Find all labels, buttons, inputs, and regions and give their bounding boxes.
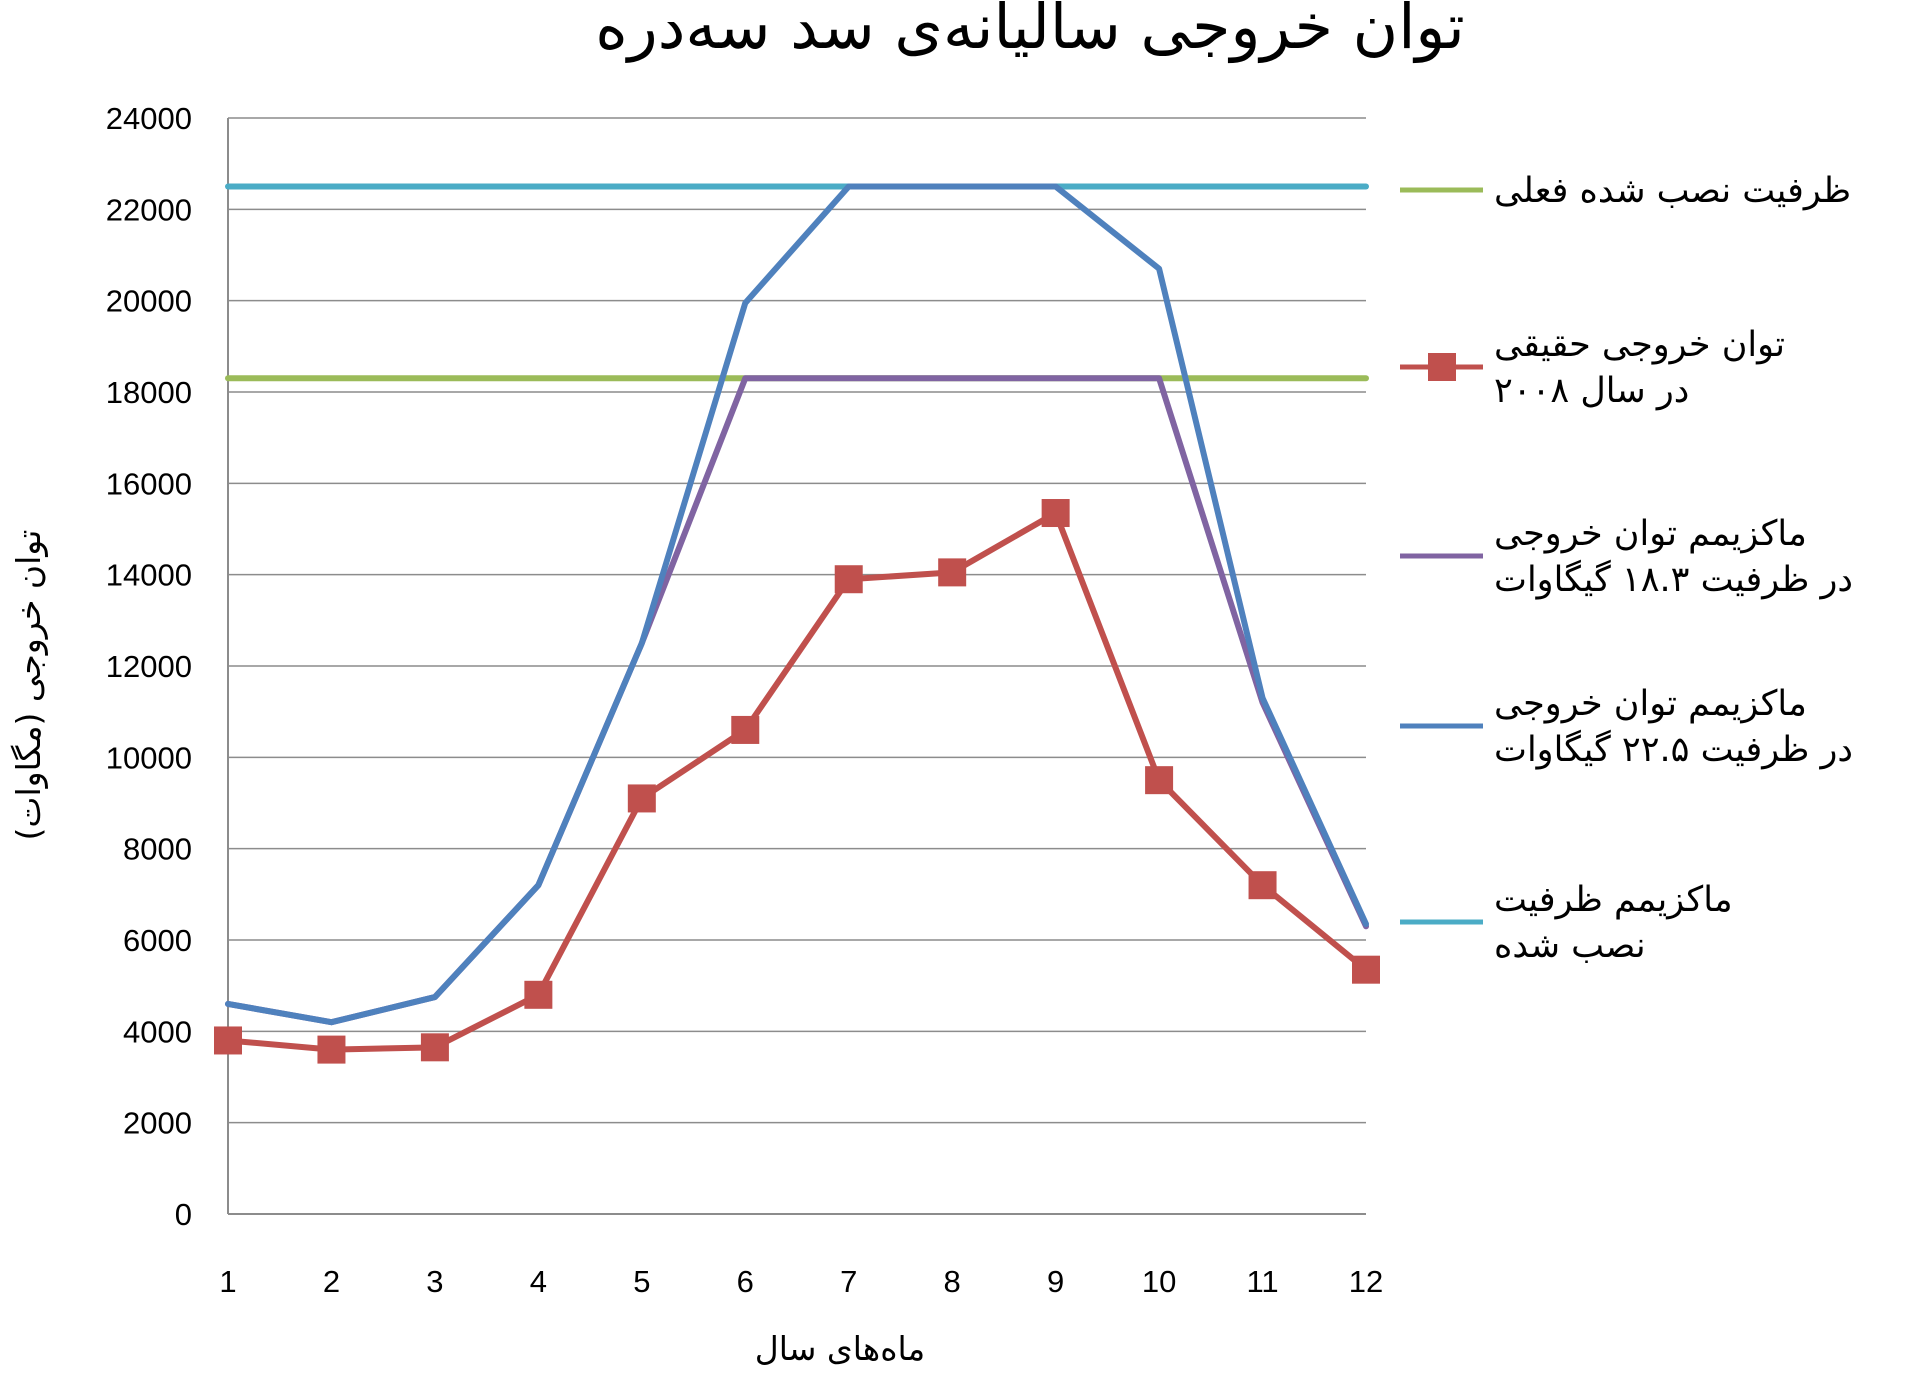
data-point — [317, 1035, 346, 1064]
y-tick-label: 0 — [175, 1197, 192, 1232]
data-point — [1248, 871, 1277, 900]
series-layer — [214, 183, 1380, 1064]
y-tick-label: 10000 — [106, 740, 192, 775]
legend-label: توان خروجی حقیقی — [1494, 325, 1785, 365]
data-point — [938, 558, 967, 587]
y-tick-label: 24000 — [106, 101, 192, 136]
legend-label: در سال ۲۰۰۸ — [1494, 371, 1689, 411]
x-tick-label: 12 — [1349, 1264, 1383, 1299]
x-tick-label: 2 — [323, 1264, 340, 1299]
x-tick-labels: 1 2 3 4 5 6 7 8 9 10 11 12 — [219, 1264, 1383, 1299]
data-point — [1352, 955, 1380, 984]
legend-label: ماکزیمم ظرفیت — [1494, 880, 1733, 920]
legend-label: نصب شده — [1494, 926, 1646, 966]
data-point — [1145, 766, 1174, 795]
x-tick-label: 3 — [426, 1264, 443, 1299]
legend-label: ظرفیت نصب شده فعلی — [1494, 171, 1851, 211]
series-line-3 — [225, 375, 1369, 1026]
legend-item: ماکزیمم توان خروجی در ظرفیت ۱۸.۳ گیگاوات — [1400, 514, 1853, 600]
x-tick-label: 5 — [633, 1264, 650, 1299]
x-tick-label: 1 — [219, 1264, 236, 1299]
legend-label: ماکزیمم توان خروجی — [1494, 514, 1807, 554]
x-tick-label: 4 — [530, 1264, 547, 1299]
y-tick-labels: 0 2000 4000 6000 8000 10000 12000 14000 16000 180… — [106, 101, 192, 1232]
data-point — [420, 1033, 449, 1062]
data-point — [627, 784, 656, 813]
grid-lines — [228, 117, 1366, 1124]
x-axis-title: ماه‌های سال — [755, 1329, 925, 1368]
x-tick-label: 6 — [737, 1264, 754, 1299]
x-tick-label: 10 — [1142, 1264, 1176, 1299]
series-line-4 — [225, 183, 1369, 1026]
data-point — [214, 1026, 242, 1055]
legend-label: در ظرفیت ۱۸.۳ گیگاوات — [1494, 559, 1853, 600]
data-point — [524, 980, 553, 1009]
x-tick-label: 7 — [840, 1264, 857, 1299]
legend: ظرفیت نصب شده فعلی توان خروجی حقیقی در سال… — [1400, 171, 1853, 966]
y-tick-label: 6000 — [123, 923, 192, 958]
legend-label: در ظرفیت ۲۲.۵ گیگاوات — [1494, 729, 1853, 770]
x-tick-label: 11 — [1246, 1264, 1278, 1299]
data-point — [834, 565, 863, 594]
legend-marker — [1428, 353, 1456, 381]
y-tick-label: 4000 — [123, 1014, 192, 1049]
x-tick-label: 8 — [944, 1264, 961, 1299]
y-tick-label: 8000 — [123, 832, 192, 867]
y-tick-label: 12000 — [106, 649, 192, 684]
legend-item: ظرفیت نصب شده فعلی — [1400, 171, 1851, 211]
data-point — [1041, 499, 1070, 528]
y-tick-label: 14000 — [106, 558, 192, 593]
x-tick-label: 9 — [1047, 1264, 1064, 1299]
series-line-2 — [225, 510, 1369, 1053]
y-tick-label: 20000 — [106, 284, 192, 319]
data-point — [731, 715, 760, 744]
y-tick-label: 2000 — [123, 1106, 192, 1141]
legend-label: ماکزیمم توان خروجی — [1494, 684, 1807, 724]
y-tick-label: 22000 — [106, 192, 192, 227]
chart-title: توان خروجی سالیانه‌ی سد سه‌دره — [595, 0, 1464, 63]
legend-item: توان خروجی حقیقی در سال ۲۰۰۸ — [1400, 325, 1785, 411]
legend-item: ماکزیمم توان خروجی در ظرفیت ۲۲.۵ گیگاوات — [1400, 684, 1853, 770]
y-axis-title: توان خروجی (مگاوات) — [9, 530, 48, 841]
y-tick-label: 16000 — [106, 466, 192, 501]
legend-item: ماکزیمم ظرفیت نصب شده — [1400, 880, 1733, 966]
y-tick-label: 18000 — [106, 375, 192, 410]
